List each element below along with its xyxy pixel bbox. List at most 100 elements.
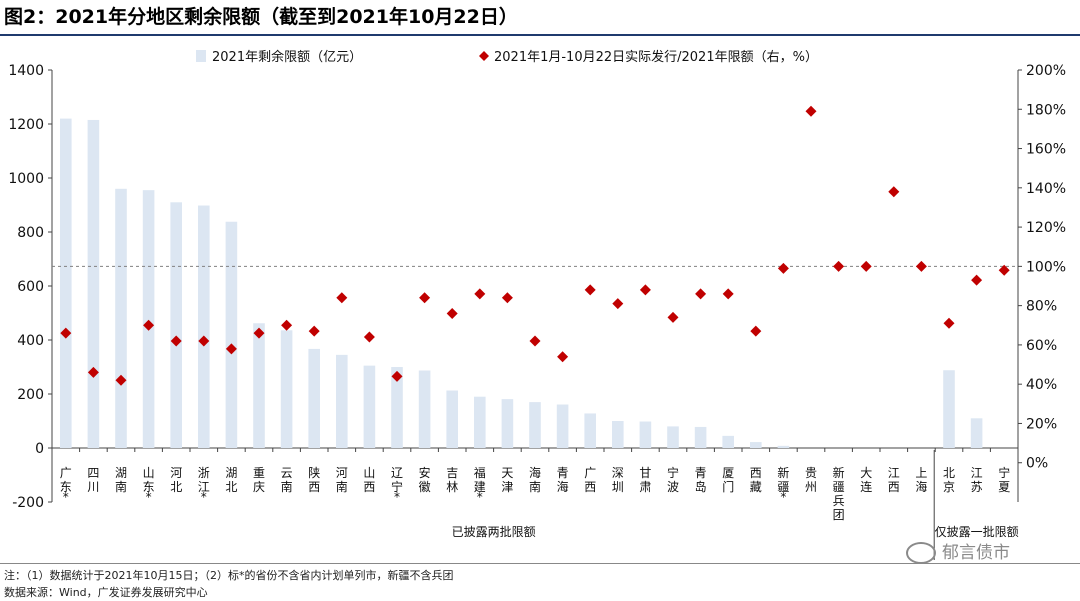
x-category-label: 河南 (336, 466, 348, 494)
marker-point (308, 325, 320, 337)
marker-point (971, 274, 983, 286)
y-tick-label-left: -200 (12, 495, 44, 511)
x-category-label: 大连 (860, 466, 872, 494)
x-category-label: 浙江* (198, 466, 210, 504)
marker-point (446, 307, 458, 319)
bar (391, 367, 403, 448)
marker-point (695, 288, 707, 300)
marker-point (943, 317, 955, 329)
y-tick-label-right: 180% (1026, 102, 1066, 118)
bar (584, 413, 596, 448)
bar (970, 418, 983, 448)
x-category-label: 青海 (557, 466, 569, 494)
marker-point (115, 374, 127, 386)
group-label: 已披露两批限额 (452, 524, 536, 539)
x-category-label: 新疆兵团 (833, 465, 845, 522)
x-category-label: 新疆* (777, 465, 789, 504)
bar (777, 445, 790, 448)
x-category-label: 青岛 (695, 466, 707, 494)
y-tick-label-right: 60% (1026, 338, 1057, 354)
marker-point (253, 327, 265, 339)
group-label: 仅披露一批限额 (935, 524, 1019, 539)
x-category-label: 深圳 (612, 466, 624, 494)
marker-point (667, 311, 679, 323)
y-tick-label-left: 0 (35, 441, 44, 457)
bar (474, 396, 486, 448)
bar (529, 402, 541, 448)
marker-point (87, 366, 99, 378)
x-category-label: 辽宁* (391, 466, 403, 504)
y-tick-label-left: 600 (17, 279, 44, 295)
x-category-label: 江苏 (971, 466, 983, 494)
bar (639, 421, 652, 448)
marker-point (419, 292, 431, 304)
watermark: 郁言债市 (906, 538, 1010, 564)
bar (253, 323, 265, 448)
bar (170, 202, 182, 448)
marker-point (777, 262, 789, 274)
marker-point (584, 284, 596, 296)
bar (363, 365, 376, 448)
x-category-label: 河北 (170, 466, 182, 494)
marker-point (915, 260, 927, 272)
x-category-label: 吉林 (446, 466, 458, 494)
y-tick-label-left: 1400 (8, 63, 44, 79)
bar (943, 370, 955, 448)
bar (418, 370, 431, 448)
bar (750, 442, 762, 448)
y-tick-label-left: 400 (17, 333, 44, 349)
marker-point (639, 284, 651, 296)
bar (446, 390, 458, 448)
marker-point (170, 335, 182, 347)
x-category-label: 湖北 (225, 465, 237, 494)
note-line: 注：（1）数据统计于2021年10月15日；（2）标*的省份不含省内计划单列市，… (4, 569, 454, 582)
bar (722, 435, 734, 448)
y-tick-label-right: 40% (1026, 377, 1057, 393)
y-tick-label-left: 1000 (8, 171, 44, 187)
bar (556, 404, 569, 448)
marker-point (612, 298, 624, 310)
marker-point (722, 288, 734, 300)
x-category-label: 北京 (943, 466, 955, 494)
x-category-label: 云南 (281, 466, 293, 494)
y-tick-label-right: 80% (1026, 299, 1057, 315)
marker-point (529, 335, 541, 347)
bar (142, 190, 155, 448)
x-category-label: 四川 (87, 466, 99, 494)
legend-swatch-bar (196, 50, 206, 62)
notes-divider (0, 563, 1080, 564)
y-tick-label-right: 200% (1026, 63, 1066, 79)
bar (336, 354, 348, 448)
x-category-label: 福建* (474, 465, 486, 504)
x-category-label: 天津 (501, 466, 513, 494)
y-tick-label-right: 120% (1026, 220, 1066, 236)
marker-point (888, 186, 900, 198)
legend-swatch-marker (479, 51, 489, 61)
bar (667, 426, 679, 448)
marker-point (860, 260, 872, 272)
x-category-label: 西藏 (750, 466, 762, 494)
marker-point (336, 292, 348, 304)
x-category-label: 陕西 (308, 465, 320, 494)
marker-point (833, 260, 845, 272)
bar (115, 188, 127, 449)
x-category-label: 上海 (915, 466, 927, 494)
x-category-label: 甘肃 (639, 466, 651, 494)
y-tick-label-right: 140% (1026, 181, 1066, 197)
x-category-label: 宁波 (667, 465, 679, 494)
x-category-label: 山西 (363, 466, 375, 494)
y-tick-label-left: 800 (17, 225, 44, 241)
x-category-label: 广东* (60, 466, 72, 504)
x-category-label: 贵州 (805, 466, 817, 494)
marker-point (198, 335, 210, 347)
y-tick-label-left: 200 (17, 387, 44, 403)
y-tick-label-right: 100% (1026, 259, 1066, 275)
x-category-label: 湖南 (115, 465, 127, 494)
legend-label-bar: 2021年剩余限额（亿元） (212, 49, 362, 65)
x-category-label: 山东* (143, 466, 155, 504)
watermark-text: 郁言债市 (942, 543, 1010, 563)
x-category-label: 宁夏 (998, 465, 1010, 494)
y-tick-label-right: 20% (1026, 416, 1057, 432)
marker-point (474, 288, 486, 300)
